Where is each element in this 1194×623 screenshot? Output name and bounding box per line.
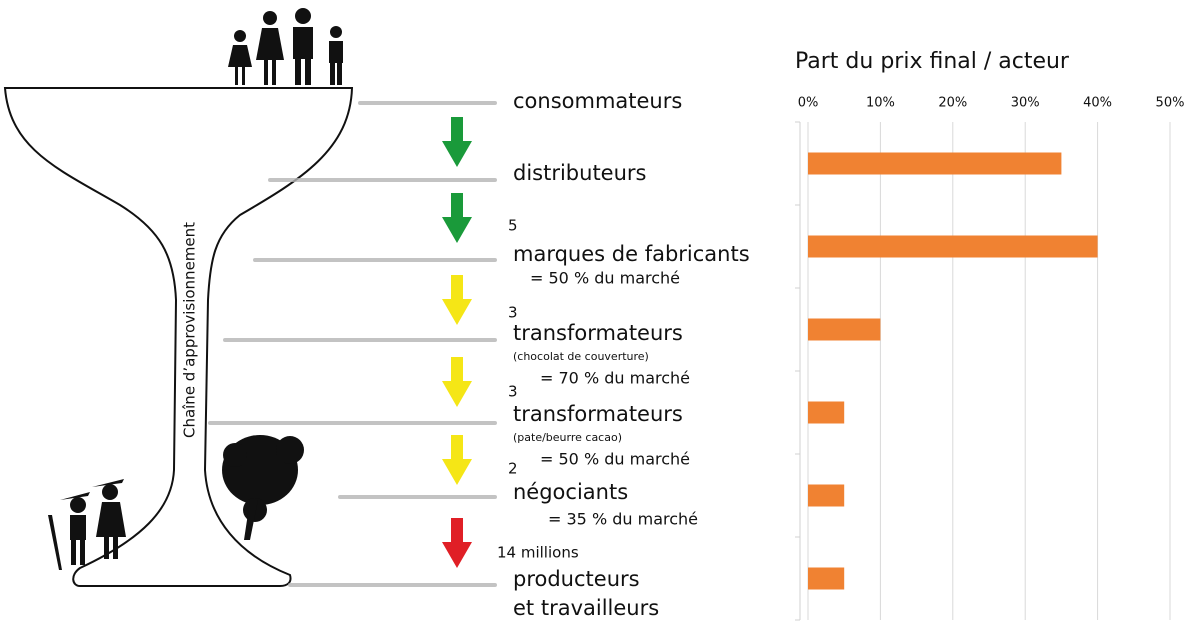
bar [808, 152, 1062, 175]
arrows [442, 117, 472, 568]
actor-detail: (chocolat de couverture) [513, 350, 649, 363]
actor-name: marques de fabricants [513, 242, 750, 266]
actor-share: = 50 % du marché [530, 269, 680, 288]
bar [808, 401, 845, 424]
actor-name: et travailleurs [513, 596, 659, 620]
actor-share: = 70 % du marché [540, 369, 690, 388]
actor-name: consommateurs [513, 89, 682, 113]
x-tick-label: 40% [1083, 96, 1112, 111]
actor-name: transformateurs [513, 321, 683, 345]
chart-title: Part du prix final / acteur [795, 49, 1070, 74]
actor-count: 3 [508, 304, 518, 322]
x-tick-label: 0% [798, 96, 819, 111]
x-tick-label: 50% [1156, 96, 1185, 111]
actor-name: distributeurs [513, 161, 647, 185]
actor-share: = 50 % du marché [540, 450, 690, 469]
actor-name: transformateurs [513, 402, 683, 426]
x-tick-label: 10% [866, 96, 895, 111]
bar [808, 484, 845, 507]
actor-detail: (pate/beurre cacao) [513, 431, 622, 444]
glass [3, 87, 354, 587]
producers-icon [48, 479, 126, 570]
vertical-label: Chaîne d’approvisionnement [181, 222, 199, 438]
bar [808, 235, 1098, 258]
bar [808, 567, 845, 590]
actor-name: producteurs [513, 567, 640, 591]
tree-icon [222, 435, 304, 540]
actor-name: négociants [513, 480, 628, 504]
actor-count: 14 millions [497, 544, 579, 562]
actor-share: = 35 % du marché [548, 510, 698, 529]
actor-count: 3 [508, 383, 518, 401]
consumers-icon [228, 8, 343, 85]
actor-count: 2 [508, 460, 518, 478]
x-tick-label: 30% [1011, 96, 1040, 111]
x-tick-label: 20% [938, 96, 967, 111]
actor-count: 5 [508, 217, 518, 235]
bar [808, 318, 881, 341]
